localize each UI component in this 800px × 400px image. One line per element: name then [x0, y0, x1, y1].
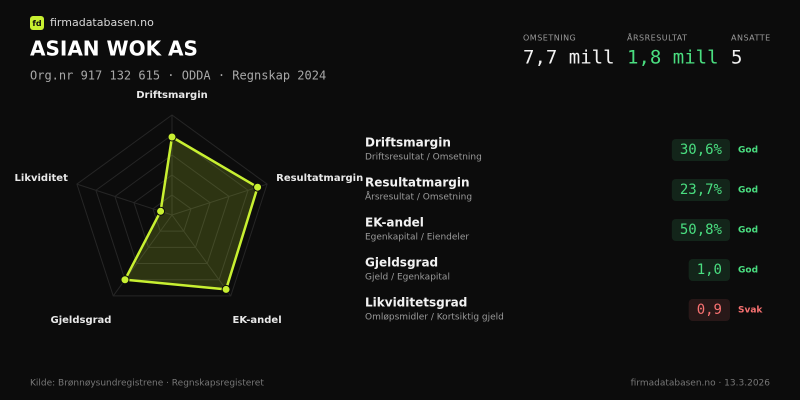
footer-source: Kilde: Brønnøysundregistrene · Regnskaps… [30, 379, 264, 389]
kpi-value: 1,8 mill [627, 47, 719, 69]
radar-ring [114, 154, 230, 265]
metric-formula: Årsresultat / Omsetning [365, 191, 472, 203]
footer-site: firmadatabasen.no · 13.3.2026 [631, 379, 771, 389]
metric-value-box [671, 179, 730, 201]
company-subtitle: Org.nr 917 132 615 · ODDA · Regnskap 202… [30, 69, 326, 83]
radar-spoke [76, 183, 173, 216]
metric-name: Driftsmargin [365, 136, 451, 150]
metric-value-box [688, 259, 730, 281]
metric-value-box [688, 299, 730, 321]
metric-formula: Egenkapital / Eiendeler [365, 233, 469, 243]
logo-box [30, 16, 44, 30]
radar-spoke [171, 214, 232, 297]
kpi-label: ÅRSRESULTAT [627, 32, 688, 43]
radar-label: EK-andel [233, 315, 282, 326]
metric-value: 50,8% [680, 222, 723, 238]
radar-spoke [171, 183, 268, 216]
kpi-label: OMSETNING [523, 34, 576, 43]
metric-name: Resultatmargin [365, 176, 470, 190]
metric-name: Gjeldsgrad [365, 256, 438, 270]
metric-formula: Driftsresultat / Omsetning [365, 153, 482, 163]
radar-ring [95, 134, 249, 281]
radar-point [120, 275, 130, 285]
metric-value-box [671, 219, 730, 241]
metric-formula: Omløpsmidler / Kortsiktig gjeld [365, 313, 504, 323]
metric-value: 23,7% [680, 182, 723, 198]
company-title: ASIAN WOK AS [30, 37, 198, 61]
metric-rating: God [738, 186, 758, 196]
radar-ring [152, 194, 192, 232]
radar-label: Resultatmargin [276, 173, 363, 184]
metric-value-box [671, 139, 730, 161]
radar-point [167, 132, 177, 142]
metric-rating: God [738, 226, 758, 236]
metric-name: EK-andel [365, 216, 424, 230]
metric-rating: Svak [738, 306, 763, 316]
logo: fd [32, 19, 41, 28]
radar-label: Likviditet [15, 173, 69, 184]
radar-point [253, 182, 263, 192]
radar-ring [76, 114, 268, 297]
radar-label: Gjeldsgrad [51, 315, 112, 326]
kpi-value: 7,7 mill [523, 47, 615, 69]
metric-value: 1,0 [697, 262, 722, 278]
metric-rating: God [738, 266, 758, 276]
metric-rating: God [738, 146, 758, 156]
radar-ring [133, 174, 211, 248]
metric-name: Likviditetsgrad [365, 296, 467, 310]
radar-label: Driftsmargin [136, 90, 208, 101]
metric-formula: Gjeld / Egenkapital [365, 273, 450, 283]
metric-value: 0,9 [697, 302, 722, 318]
kpi-value: 5 [731, 47, 742, 69]
metric-value: 30,6% [680, 142, 723, 158]
radar-point [156, 206, 166, 216]
kpi-label: ANSATTE [731, 34, 771, 43]
brand-name: firmadatabasen.no [50, 16, 154, 29]
radar-area [123, 135, 259, 291]
radar-point [221, 284, 231, 294]
